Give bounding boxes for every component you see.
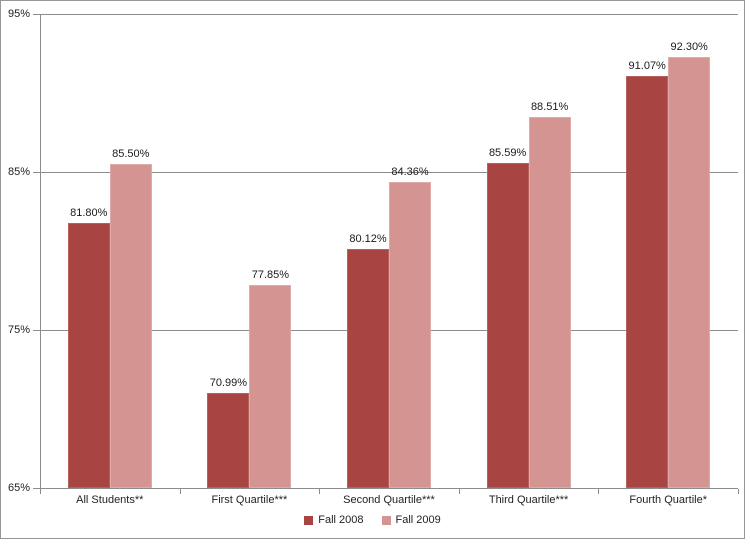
bar-fall-2009 <box>109 164 152 488</box>
bar-fall-2008 <box>67 222 110 488</box>
legend-item-fall-2009: Fall 2009 <box>381 514 441 526</box>
legend-swatch-icon <box>304 515 314 525</box>
legend-label: Fall 2009 <box>395 514 441 526</box>
y-axis-tick-label: 95% <box>7 8 30 20</box>
data-label: 77.85% <box>251 268 290 281</box>
gridline-85 <box>40 172 738 173</box>
gridline-95 <box>40 14 738 15</box>
bar-fall-2009 <box>528 116 571 488</box>
y-tick-95 <box>33 14 40 15</box>
x-tick <box>319 489 321 494</box>
data-label: 91.07% <box>628 60 666 73</box>
bar-fall-2009 <box>388 182 431 488</box>
data-label: 92.30% <box>670 40 708 53</box>
bar-group: 70.99% 77.85% <box>180 14 320 488</box>
bar-fall-2008 <box>207 393 250 488</box>
x-tick <box>738 489 739 494</box>
x-axis-category-label: First Quartile*** <box>211 494 288 506</box>
legend: Fall 2008 Fall 2009 <box>0 512 745 528</box>
x-axis-line <box>40 488 738 489</box>
bar-group: 81.80% 85.50% <box>40 14 180 488</box>
y-axis-tick-label: 85% <box>7 166 30 178</box>
bar-fall-2008 <box>626 76 669 488</box>
data-label: 70.99% <box>209 377 248 390</box>
x-axis-category-label: Fourth Quartile* <box>629 494 708 506</box>
x-tick <box>179 489 181 494</box>
data-label: 88.51% <box>530 100 569 113</box>
y-axis-tick-label: 75% <box>7 324 30 336</box>
data-label: 80.12% <box>349 233 387 246</box>
bar-fall-2009 <box>668 56 711 488</box>
legend-item-fall-2008: Fall 2008 <box>304 514 364 526</box>
y-axis-tick-label: 65% <box>7 482 30 494</box>
bar-group: 80.12% 84.36% <box>319 14 459 488</box>
y-tick-85 <box>33 172 40 173</box>
x-tick <box>598 489 600 494</box>
x-axis-category-label: Third Quartile*** <box>488 494 569 506</box>
x-tick <box>40 489 41 494</box>
bar-group: 85.59% 88.51% <box>459 14 599 488</box>
y-axis-line <box>40 14 41 489</box>
legend-swatch-icon <box>381 515 391 525</box>
legend-label: Fall 2008 <box>318 514 364 526</box>
bar-fall-2008 <box>346 249 389 488</box>
y-tick-75 <box>33 330 40 331</box>
bar-fall-2009 <box>249 284 292 488</box>
bar-group: 91.07% 92.30% <box>598 14 738 488</box>
x-axis-category-label: All Students** <box>76 494 144 506</box>
x-axis-category-label: Second Quartile*** <box>343 494 435 506</box>
bar-fall-2008 <box>486 162 529 488</box>
data-label: 85.59% <box>488 146 527 159</box>
data-label: 81.80% <box>70 206 108 219</box>
x-tick <box>458 489 460 494</box>
plot-area: 81.80% 85.50% 70.99% 77.85% 80.12% 84.36% 85.5… <box>40 14 738 488</box>
data-label: 84.36% <box>391 166 429 179</box>
data-label: 85.50% <box>112 148 150 161</box>
y-tick-65 <box>33 488 40 489</box>
